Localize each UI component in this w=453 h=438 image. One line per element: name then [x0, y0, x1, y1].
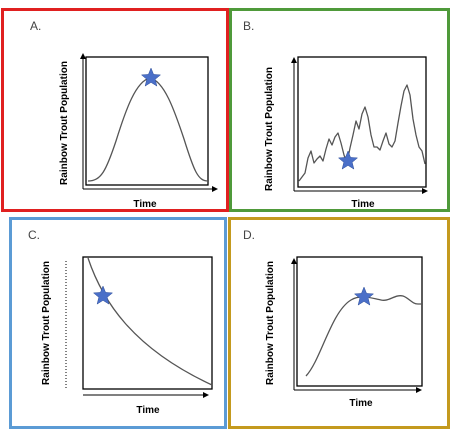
x-arrowhead-icon	[422, 188, 428, 194]
x-axis-label: Time	[133, 199, 157, 210]
star-icon	[92, 285, 114, 305]
chart-c: Rainbow Trout Population Time	[41, 256, 213, 416]
y-axis-label: Rainbow Trout Population	[265, 261, 276, 385]
panel-letter-c: C.	[28, 228, 40, 242]
chart-b: Rainbow Trout Population Time	[264, 56, 428, 210]
chart-d: Rainbow Trout Population Time	[265, 256, 423, 409]
chart-a: Rainbow Trout Population Time	[59, 53, 218, 210]
x-axis-label: Time	[136, 405, 160, 416]
y-axis-label: Rainbow Trout Population	[264, 67, 275, 191]
star-icon	[353, 286, 375, 306]
y-arrowhead-icon	[291, 258, 297, 264]
star-icon	[337, 150, 359, 170]
panel-letter-a: A.	[30, 19, 42, 33]
x-axis-label: Time	[351, 199, 375, 210]
graph-panel-c[interactable]: C. Rainbow Trout Population Time	[9, 217, 227, 429]
plot-area	[296, 256, 423, 387]
x-arrowhead-icon	[416, 387, 422, 393]
graph-panel-b[interactable]: B. Rainbow Trout Population Time	[229, 8, 450, 212]
population-curve	[298, 84, 426, 182]
plot-area	[297, 56, 427, 188]
x-arrowhead-icon	[212, 186, 218, 192]
plot-area	[82, 256, 213, 390]
graph-panel-d[interactable]: D. Rainbow Trout Population Time	[228, 217, 450, 429]
y-arrowhead-icon	[80, 53, 86, 59]
star-icon	[140, 67, 162, 87]
y-arrowhead-icon	[291, 57, 297, 63]
population-curve	[87, 257, 213, 386]
x-arrowhead-icon	[203, 392, 209, 398]
panel-letter-d: D.	[243, 228, 255, 242]
x-axis-label: Time	[349, 398, 373, 409]
panel-letter-b: B.	[243, 19, 255, 33]
y-axis-label: Rainbow Trout Population	[59, 61, 70, 185]
population-curve	[305, 295, 422, 377]
y-axis-label: Rainbow Trout Population	[41, 261, 52, 385]
graph-panel-a[interactable]: A. Rainbow Trout Population Time	[1, 8, 229, 212]
